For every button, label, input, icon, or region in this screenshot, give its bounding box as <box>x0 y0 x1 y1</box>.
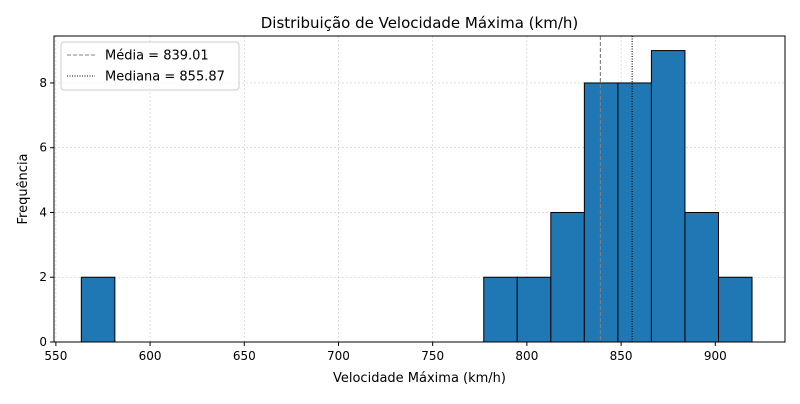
x-tick-label: 600 <box>139 349 162 363</box>
x-tick-label: 800 <box>515 349 538 363</box>
x-tick-label: 700 <box>327 349 350 363</box>
y-tick-label: 2 <box>39 270 47 284</box>
x-tick-label: 550 <box>44 349 67 363</box>
x-tick-label: 750 <box>421 349 444 363</box>
legend-item-mean-label: Média = 839.01 <box>105 49 209 64</box>
y-axis-label: Frequência <box>16 153 31 224</box>
legend: Média = 839.01 Mediana = 855.87 <box>60 41 240 91</box>
histogram-bar <box>650 50 686 343</box>
histogram-bar <box>717 276 753 343</box>
x-axis-label: Velocidade Máxima (km/h) <box>333 371 506 386</box>
reference-lines-layer <box>599 36 633 342</box>
histogram-bar <box>583 82 619 343</box>
histogram-bar <box>617 82 652 343</box>
y-axis-ticks: 0 2 4 6 8 <box>39 76 54 349</box>
x-tick-label: 850 <box>610 349 633 363</box>
plot-frame <box>53 35 786 343</box>
y-tick-label: 4 <box>39 205 47 219</box>
histogram-bar <box>550 211 585 343</box>
legend-box <box>60 41 240 91</box>
x-tick-label: 650 <box>233 349 256 363</box>
y-tick-label: 8 <box>39 76 47 90</box>
x-axis-ticks: 550 600 650 700 750 800 850 900 <box>44 342 727 363</box>
y-tick-label: 6 <box>39 141 47 155</box>
y-tick-label: 0 <box>39 335 47 349</box>
x-tick-label: 900 <box>704 349 727 363</box>
histogram-bar <box>80 276 116 343</box>
histogram-bar <box>516 276 552 343</box>
chart-title: Distribuição de Velocidade Máxima (km/h) <box>261 14 578 32</box>
histogram-bar <box>684 211 719 343</box>
histogram-bar <box>483 276 518 343</box>
bars-layer <box>80 50 753 343</box>
legend-item-median-label: Mediana = 855.87 <box>105 70 225 85</box>
